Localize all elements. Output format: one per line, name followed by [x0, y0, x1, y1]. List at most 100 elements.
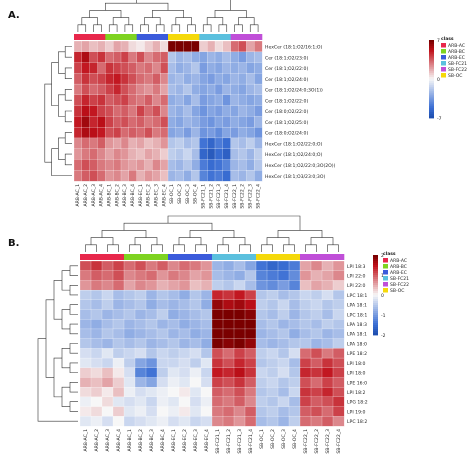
heatmap-cell [101, 328, 114, 340]
heatmap-cell [79, 396, 92, 408]
heatmap-cell [266, 299, 279, 310]
heatmap-cell [123, 377, 136, 388]
heatmap-cell [113, 40, 122, 53]
class-bar-segment [289, 254, 301, 260]
heatmap-cell [113, 73, 122, 85]
class-bar-segment [183, 34, 192, 40]
dendrogram-branch [222, 237, 246, 245]
heatmap-cell [189, 406, 202, 417]
class-bar-segment [230, 34, 239, 40]
heatmap-cell [200, 377, 213, 388]
column-label: SB-FC22_3 [325, 429, 331, 454]
colorbar-step [429, 116, 434, 119]
heatmap-cell [145, 357, 158, 369]
heatmap-cell [299, 338, 312, 349]
dendrogram-branch [187, 24, 196, 32]
heatmap-cell [101, 319, 114, 330]
heatmap-cell [321, 357, 334, 369]
heatmap-cell [255, 377, 268, 388]
heatmap-cell [136, 51, 145, 63]
colorbar-tick-label: -1 [381, 313, 386, 319]
heatmap-cell [175, 159, 185, 171]
row-label: LPI 18:3 [347, 264, 366, 270]
heatmap-cell [214, 83, 224, 96]
heatmap-cell [246, 51, 255, 63]
heatmap-cell [310, 280, 323, 291]
heatmap-cell [233, 367, 246, 378]
heatmap-cell [128, 51, 138, 63]
column-dendrogram-b [85, 215, 339, 252]
heatmap-cell [120, 159, 130, 171]
heatmap-cell [136, 116, 145, 128]
colorbar-step [429, 77, 434, 80]
heatmap-cell [90, 387, 103, 398]
panel-label-b: B. [8, 238, 19, 249]
heatmap-cell [230, 62, 239, 74]
heatmap-cell [183, 40, 192, 53]
heatmap-cell [101, 338, 114, 349]
colorbar-step [373, 277, 378, 280]
dendrogram-branch [155, 24, 165, 32]
heatmap-cell [189, 348, 202, 359]
heatmap-cell [175, 62, 185, 74]
heatmap-cell [81, 127, 91, 139]
heatmap-cell [156, 406, 169, 417]
heatmap-cell [79, 357, 92, 369]
heatmap-cell [167, 348, 180, 359]
heatmap-cell [238, 62, 247, 74]
heatmap-cell [233, 348, 246, 359]
heatmap-cell [310, 338, 323, 349]
dendrogram-branch [202, 24, 212, 32]
heatmap-cell [321, 396, 334, 408]
dendrogram-branch [53, 357, 62, 398]
heatmap-cell [222, 73, 232, 85]
heatmap-cell [199, 40, 208, 53]
heatmap-cell [90, 309, 103, 320]
column-label: SB-OC_1 [259, 429, 265, 449]
legend-swatch [383, 288, 388, 293]
heatmap-cell [134, 357, 147, 369]
legend-swatch [441, 73, 446, 78]
heatmap-cell [123, 328, 136, 340]
heatmap-cell [105, 73, 114, 85]
heatmap-cell [101, 377, 114, 388]
heatmap-cell [200, 289, 213, 301]
heatmap-cell [79, 299, 92, 310]
colorbar-step [429, 47, 434, 51]
heatmap-cell [112, 309, 125, 320]
column-label: ARB-BC_3 [122, 184, 128, 207]
heatmap-cell [136, 83, 145, 96]
heatmap-cell [238, 170, 247, 182]
heatmap-cell [222, 328, 235, 340]
dendrogram-branch [195, 244, 207, 252]
column-label: ARB-BC_1 [127, 429, 133, 452]
heatmap-cell [167, 357, 180, 369]
heatmap-cell [288, 348, 301, 359]
colorbar-step [373, 289, 378, 292]
dendrogram-branch [107, 244, 119, 252]
heatmap-cell [144, 105, 153, 117]
row-label: LPA 18:0 [347, 341, 367, 347]
heatmap-cell [134, 338, 147, 349]
heatmap-cell [175, 40, 185, 53]
column-label: ARB-AC_2 [94, 429, 100, 452]
heatmap-cell [160, 40, 169, 53]
heatmap-cell [73, 137, 83, 150]
heatmap-cell [112, 260, 125, 272]
heatmap-cell [299, 299, 312, 310]
heatmap-cell [101, 260, 114, 272]
heatmap-cell [152, 170, 161, 182]
heatmap-cell [200, 260, 213, 272]
heatmap-cell [152, 159, 161, 171]
dendrogram-branch [64, 110, 72, 123]
heatmap-cell [112, 357, 125, 369]
heatmap-cell [73, 62, 83, 74]
heatmap-cell [120, 51, 130, 63]
heatmap-cell [134, 280, 147, 291]
class-bar-segment [190, 254, 202, 260]
column-label: SB-FC21_2 [226, 429, 232, 454]
heatmap-cell [136, 170, 145, 182]
heatmap-cell [332, 357, 345, 369]
heatmap-cell [101, 289, 114, 301]
heatmap-cell [136, 159, 145, 171]
